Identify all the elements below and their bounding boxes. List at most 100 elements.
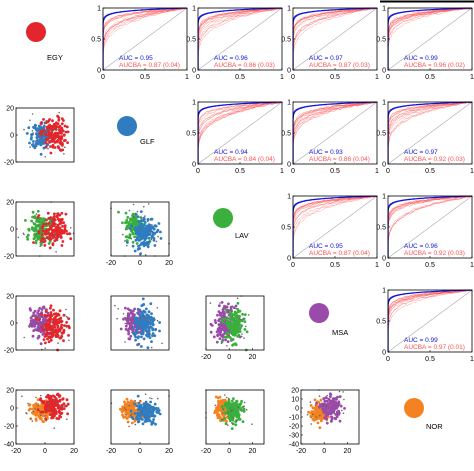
y-tick-label: 1 [192, 100, 196, 107]
scatter-point-glf [149, 227, 153, 231]
scatter-point-other [144, 315, 146, 317]
scatter-point-other [51, 414, 53, 416]
scatter-point-other [116, 317, 118, 320]
scatter-point-nor [311, 417, 315, 421]
bootstrap-roc-curve [102, 7, 188, 70]
scatter-point-msa [128, 322, 132, 326]
scatter-point-glf [138, 238, 142, 242]
scatter-point-msa [38, 306, 42, 310]
scatter-point-glf [150, 312, 153, 315]
scatter-point-lav [240, 399, 244, 403]
scatter-point-other [247, 314, 250, 316]
scatter-point-other [147, 403, 150, 406]
scatter-point-egy [59, 221, 63, 224]
scatter-point-glf [141, 225, 145, 229]
scatter-point-other [146, 317, 148, 319]
scatter-point-lav [39, 243, 43, 247]
scatter-point-other [326, 394, 328, 397]
scatter-point-msa [221, 310, 225, 314]
scatter-point-lav [240, 324, 244, 328]
scatter-point-egy [66, 402, 70, 406]
scatter-point-other [47, 238, 49, 240]
scatter-point-glf [139, 210, 143, 214]
scatter-point-glf [151, 414, 155, 418]
scatter-point-egy [42, 237, 46, 241]
scatter-point-other [134, 400, 136, 402]
scatter-point-lav [47, 242, 51, 245]
scatter-point-other [315, 416, 318, 419]
scatter-point-egy [55, 232, 58, 236]
scatter-point-lav [238, 327, 242, 331]
scatter-point-other [319, 414, 321, 417]
scatter-point-glf [151, 332, 155, 335]
auc-label: AUC = 0.97 [404, 149, 438, 156]
scatter-point-lav [131, 226, 135, 230]
scatter-point-msa [222, 325, 226, 328]
scatter-point-egy [66, 412, 69, 416]
bootstrap-roc-curve [387, 101, 473, 164]
scatter-point-msa [217, 310, 221, 313]
scatter-point-nor [42, 420, 45, 423]
scatter-point-egy [57, 125, 61, 129]
scatter-point-egy [58, 336, 62, 340]
scatter-point-lav [243, 313, 247, 316]
scatter-point-lav [235, 409, 238, 413]
y-tick-label: 20 [6, 106, 14, 113]
scatter-point-nor [28, 403, 32, 406]
scatter-point-egy [62, 339, 65, 343]
scatter-point-other [122, 313, 125, 315]
scatter-point-lav [131, 240, 135, 244]
scatter-point-glf [126, 241, 129, 244]
scatter-point-egy [58, 231, 62, 235]
scatter-point-egy [37, 318, 41, 322]
scatter-point-egy [55, 215, 59, 219]
scatter-point-msa [119, 327, 123, 331]
scatter-point-msa [33, 319, 36, 322]
scatter-point-nor [41, 414, 45, 418]
scatter-point-lav [236, 301, 240, 305]
scatter-point-other [69, 227, 72, 229]
scatter-point-msa [35, 321, 39, 325]
x-tick-label: 0.5 [425, 168, 435, 175]
scatter-point-other [139, 316, 142, 319]
scatter-point-glf [149, 302, 153, 306]
roc-curve [197, 7, 283, 71]
scatter-point-egy [45, 401, 49, 405]
scatter-point-glf [140, 310, 143, 314]
scatter-point-glf [150, 422, 154, 426]
scatter-point-other [64, 146, 66, 148]
scatter-point-msa [325, 399, 329, 403]
scatter-point-glf [137, 220, 141, 224]
scatter-point-msa [37, 309, 40, 313]
class-label-nor: NOR [404, 398, 443, 431]
scatter-point-lav [229, 310, 232, 314]
scatter-point-other [228, 328, 230, 331]
scatter-point-egy [50, 134, 54, 138]
y-tick-label: 20 [6, 294, 14, 301]
scatter-point-other [29, 418, 32, 420]
scatter-point-egy [42, 338, 46, 341]
scatter-point-other [214, 404, 216, 407]
scatter-point-nor [120, 408, 124, 412]
x-tick-label: 20 [70, 448, 78, 455]
scatter-point-glf [138, 231, 142, 235]
scatter-point-egy [43, 244, 47, 247]
scatter-point-lav [243, 328, 247, 331]
scatter-point-msa [129, 311, 133, 315]
scatter-point-msa [318, 405, 321, 409]
scatter-point-glf [138, 319, 142, 323]
scatter-point-msa [329, 393, 333, 396]
scatter-point-egy [51, 124, 55, 128]
scatter-point-other [35, 213, 38, 215]
scatter-point-msa [127, 332, 130, 336]
scatter-point-msa [324, 396, 328, 400]
scatter-point-egy [58, 395, 61, 398]
scatter-panel-lav-glf: -20 0 20 [106, 201, 173, 267]
scatter-point-egy [58, 414, 61, 418]
scatter-point-msa [325, 421, 329, 425]
scatter-point-glf [134, 335, 137, 339]
scatter-point-egy [54, 312, 58, 316]
scatter-point-other [128, 309, 130, 312]
bootstrap-roc-curve [197, 101, 283, 165]
